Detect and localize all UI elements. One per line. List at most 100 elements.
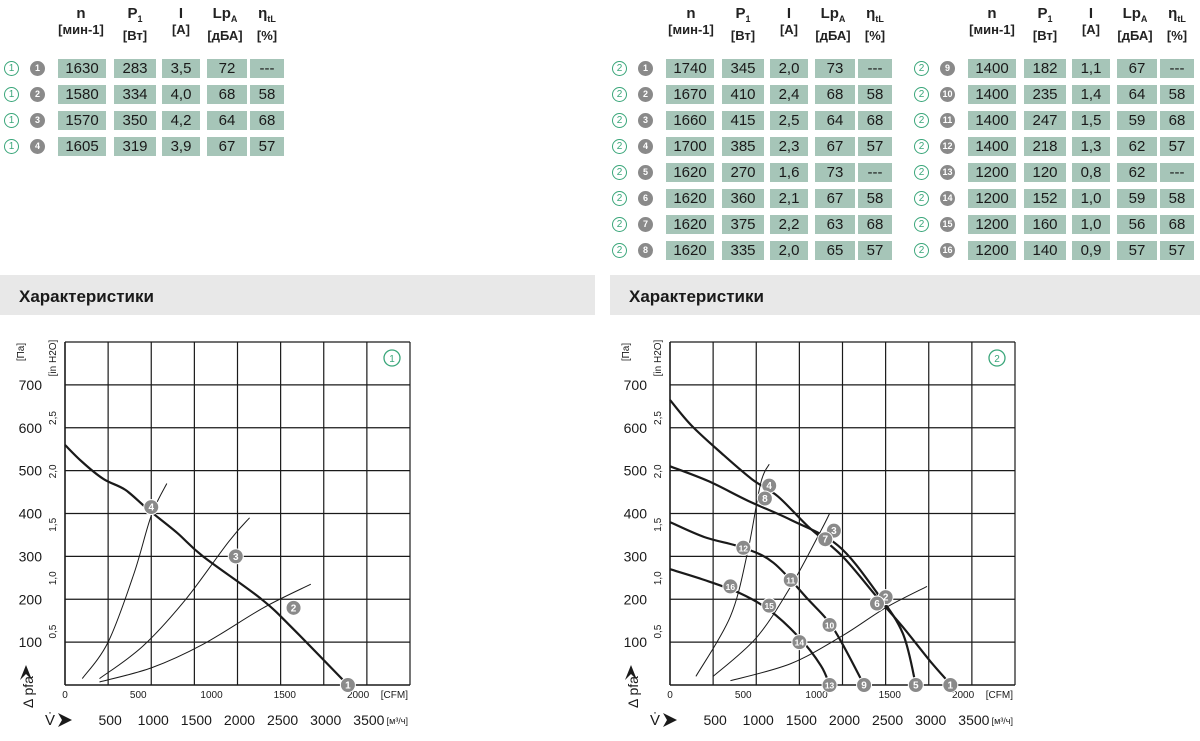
cell-speed: 1620 — [666, 189, 714, 208]
col-header-lp-symbol: Lp — [212, 5, 231, 22]
cell-power: 152 — [1024, 189, 1066, 208]
section-title-left: Характеристики — [19, 287, 154, 306]
cfm-tick-label: 1500 — [879, 690, 902, 701]
cell-noise: 63 — [815, 215, 855, 234]
curve-group-marker: 2 — [914, 165, 929, 180]
y-tick-label: 500 — [624, 463, 648, 479]
col-header-p-unit: [Вт] — [1032, 28, 1058, 43]
curve-group-marker: 2 — [914, 217, 929, 232]
col-header-lp-sub: A — [838, 14, 846, 24]
cell-noise: 73 — [815, 59, 855, 78]
cfm-unit-label: [CFM] — [986, 690, 1013, 701]
cfm-tick-label: 1500 — [274, 690, 297, 701]
y-tick-label: 300 — [19, 548, 43, 564]
col-header-lp: LpA [дБА] — [1112, 5, 1158, 44]
x-tick-label: 1500 — [786, 712, 817, 728]
cfm-tick-label: 500 — [130, 690, 147, 701]
cell-efficiency: --- — [858, 163, 892, 182]
y-tick-label: 400 — [19, 506, 43, 522]
cfm-tick-label: 2000 — [347, 690, 370, 701]
y-tick-label: 600 — [19, 420, 43, 436]
fan-curve-line — [669, 568, 831, 686]
cell-efficiency: 57 — [1160, 137, 1194, 156]
operating-point-marker: 2 — [638, 87, 653, 102]
col-header-i-symbol: I — [1088, 5, 1094, 22]
cell-speed: 1400 — [968, 137, 1016, 156]
cell-noise: 59 — [1117, 189, 1157, 208]
operating-point-label: 10 — [825, 620, 835, 630]
cell-current: 1,5 — [1072, 111, 1110, 130]
operating-point — [735, 539, 752, 556]
system-curve — [730, 585, 928, 682]
cfm-unit-label: [CFM] — [381, 690, 408, 701]
operating-point — [761, 597, 778, 614]
col-header-lp-sub: A — [1140, 14, 1148, 24]
secondary-y-tick-label: 2,5 — [48, 411, 59, 425]
secondary-y-tick-label: 2,0 — [653, 464, 664, 478]
secondary-y-tick-label: 0,5 — [653, 624, 664, 638]
cell-speed: 1570 — [58, 111, 106, 130]
cell-speed: 1740 — [666, 59, 714, 78]
operating-point-label: 14 — [795, 638, 805, 648]
curve-group-marker: 2 — [914, 113, 929, 128]
cell-noise: 64 — [207, 111, 247, 130]
y-tick-label: 200 — [624, 591, 648, 607]
cell-efficiency: 57 — [250, 137, 284, 156]
col-header-eta-symbol: η — [258, 5, 268, 22]
operating-point-label: 13 — [825, 681, 835, 691]
operating-point-label: 9 — [861, 681, 867, 692]
col-header-p-sub: 1 — [1047, 14, 1053, 24]
cell-current: 1,3 — [1072, 137, 1110, 156]
cfm-tick-label: 1000 — [805, 690, 828, 701]
operating-point-marker: 8 — [638, 243, 653, 258]
y-unit-label: [Па] — [621, 343, 632, 362]
cell-power: 218 — [1024, 137, 1066, 156]
col-header-p-unit: [Вт] — [730, 28, 756, 43]
operating-point-label: 4 — [766, 481, 772, 492]
cell-current: 1,4 — [1072, 85, 1110, 104]
cell-efficiency: 57 — [858, 137, 892, 156]
cell-noise: 62 — [1117, 163, 1157, 182]
cell-speed: 1620 — [666, 215, 714, 234]
cell-noise: 68 — [207, 85, 247, 104]
col-header-i: I [A] — [770, 5, 808, 38]
cell-current: 3,5 — [162, 59, 200, 78]
x-arrow-icon — [663, 713, 677, 727]
operating-point — [791, 634, 808, 651]
cell-speed: 1620 — [666, 241, 714, 260]
cell-efficiency: 58 — [858, 189, 892, 208]
x-tick-label: 2500 — [267, 712, 298, 728]
col-header-n: n [мин-1] — [966, 5, 1018, 38]
col-header-i-unit: [A] — [779, 22, 799, 37]
secondary-y-tick-label: 1,5 — [48, 517, 59, 531]
col-header-p-symbol: P — [127, 5, 138, 22]
col-header-eta-unit: [%] — [1166, 28, 1188, 43]
operating-point-label: 2 — [883, 593, 889, 604]
operating-point-marker: 15 — [940, 217, 955, 232]
col-header-eta: ηtL [%] — [858, 5, 892, 44]
operating-point-label: 15 — [764, 601, 774, 611]
operating-point-marker: 2 — [30, 87, 45, 102]
cell-noise: 65 — [815, 241, 855, 260]
cell-noise: 64 — [815, 111, 855, 130]
cell-power: 335 — [722, 241, 764, 260]
cell-noise: 62 — [1117, 137, 1157, 156]
cell-current: 4,2 — [162, 111, 200, 130]
col-header-p-sub: 1 — [745, 14, 751, 24]
operating-point-label: 4 — [148, 503, 154, 514]
col-header-eta-unit: [%] — [256, 28, 278, 43]
x-tick-label: 1000 — [743, 712, 774, 728]
y-tick-label: 200 — [19, 591, 43, 607]
curve-group-marker: 1 — [4, 113, 19, 128]
cell-power: 270 — [722, 163, 764, 182]
curve-group-marker: 2 — [612, 243, 627, 258]
cell-power: 247 — [1024, 111, 1066, 130]
cell-speed: 1660 — [666, 111, 714, 130]
cell-power: 350 — [114, 111, 156, 130]
x-tick-label: 3500 — [353, 712, 384, 728]
operating-point-label: 1 — [948, 681, 954, 692]
y-tick-label: 100 — [19, 634, 43, 650]
fan-curve-line — [64, 444, 349, 686]
col-header-lp-unit: [дБА] — [207, 28, 243, 43]
col-header-lp-unit: [дБА] — [815, 28, 851, 43]
